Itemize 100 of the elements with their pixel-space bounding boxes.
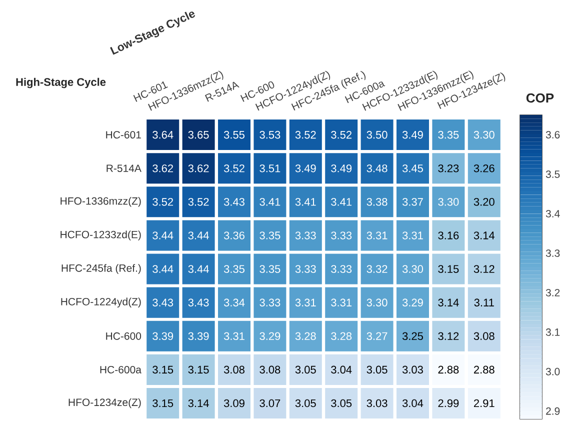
data-label: 3.39 bbox=[188, 332, 209, 340]
data-label: 3.32 bbox=[366, 265, 388, 273]
data-label: 3.30 bbox=[474, 130, 494, 139]
data-label: 3.44 bbox=[188, 232, 209, 240]
data-label: 3.31 bbox=[402, 232, 423, 240]
data-label: 3.30 bbox=[402, 265, 424, 273]
data-label: 3.05 bbox=[295, 399, 316, 408]
data-label: 3.62 bbox=[188, 164, 209, 172]
data-label: 2.91 bbox=[474, 399, 494, 408]
data-label: 3.29 bbox=[402, 298, 423, 306]
data-label: 2.88 bbox=[474, 366, 494, 374]
y-tick-label: HCFO-1233zd(E) bbox=[60, 230, 141, 240]
data-label: 3.35 bbox=[224, 265, 244, 273]
data-label: 3.09 bbox=[224, 399, 244, 408]
data-label: 3.49 bbox=[295, 164, 316, 172]
data-label: 3.50 bbox=[366, 130, 388, 139]
data-label: 3.33 bbox=[260, 298, 280, 306]
data-label: 3.29 bbox=[260, 332, 280, 340]
data-label: 3.55 bbox=[224, 130, 244, 139]
data-label: 3.52 bbox=[152, 198, 174, 206]
data-label: 3.62 bbox=[152, 164, 174, 172]
data-label: 2.88 bbox=[438, 366, 459, 374]
data-label: 3.15 bbox=[152, 399, 174, 408]
data-label: 3.08 bbox=[474, 332, 494, 340]
data-label: 3.35 bbox=[438, 130, 459, 139]
data-label: 3.37 bbox=[402, 198, 423, 206]
data-label: 3.48 bbox=[366, 164, 388, 172]
data-label: 3.43 bbox=[188, 298, 209, 306]
data-label: 3.12 bbox=[438, 332, 459, 340]
data-label: 3.41 bbox=[295, 198, 316, 206]
color-bar-label: 2.9 bbox=[546, 407, 560, 415]
y-tick-label: HFO-1336mzz(Z) bbox=[60, 197, 141, 207]
data-label: 3.15 bbox=[188, 366, 209, 374]
data-label: 3.25 bbox=[402, 332, 423, 340]
data-label: 3.15 bbox=[152, 366, 174, 374]
data-label: 3.49 bbox=[331, 164, 352, 172]
data-label: 3.33 bbox=[331, 232, 352, 240]
data-label: 3.38 bbox=[366, 198, 388, 206]
data-label: 3.52 bbox=[224, 164, 244, 172]
y-tick-label: HCFO-1224yd(Z) bbox=[61, 298, 141, 308]
data-label: 3.28 bbox=[295, 332, 316, 340]
data-label: 3.08 bbox=[260, 366, 280, 374]
data-label: 3.26 bbox=[474, 164, 494, 172]
y-tick-label: HC-600a bbox=[100, 366, 142, 374]
y-tick-label: HFO-1234ze(Z) bbox=[68, 398, 141, 408]
data-label: 3.41 bbox=[331, 198, 352, 206]
data-label: 3.08 bbox=[224, 366, 244, 374]
y-tick-label: HC-600 bbox=[106, 332, 142, 340]
data-label: 3.52 bbox=[331, 130, 352, 139]
data-label: 3.51 bbox=[260, 164, 280, 172]
data-label: 3.04 bbox=[331, 366, 352, 374]
data-label: 3.23 bbox=[438, 164, 459, 172]
data-label: 3.14 bbox=[188, 399, 209, 408]
data-label: 3.04 bbox=[402, 399, 424, 408]
data-label: 3.31 bbox=[366, 232, 388, 240]
data-label: 3.20 bbox=[474, 198, 494, 206]
data-label: 3.33 bbox=[331, 265, 352, 273]
data-label: 3.16 bbox=[438, 232, 459, 240]
data-label: 3.35 bbox=[260, 265, 280, 273]
data-label: 3.31 bbox=[295, 298, 316, 306]
color-bar-label: 3.2 bbox=[546, 288, 560, 296]
y-tick-label: HFC-245fa (Ref.) bbox=[62, 264, 141, 274]
color-bar-label: 3.4 bbox=[546, 210, 560, 218]
data-label: 3.49 bbox=[402, 130, 423, 139]
data-label: 3.28 bbox=[331, 332, 352, 340]
data-label: 3.03 bbox=[366, 399, 388, 408]
data-label: 3.31 bbox=[224, 332, 244, 340]
color-bar-label: 3.1 bbox=[546, 328, 560, 336]
data-label: 3.05 bbox=[331, 399, 352, 408]
data-label: 3.03 bbox=[402, 366, 423, 374]
data-label: 3.35 bbox=[260, 232, 280, 240]
y-tick-label: R-514A bbox=[106, 164, 142, 172]
data-label: 3.44 bbox=[152, 265, 174, 273]
data-label: 3.45 bbox=[402, 164, 423, 172]
data-label: 3.39 bbox=[152, 332, 174, 340]
data-label: 3.05 bbox=[366, 366, 388, 374]
color-bar-label: 3.5 bbox=[546, 170, 560, 178]
data-label: 3.14 bbox=[438, 298, 459, 306]
data-label: 3.43 bbox=[152, 298, 174, 306]
data-label: 3.15 bbox=[438, 265, 459, 273]
data-label: 3.31 bbox=[331, 298, 352, 306]
y-axis-title: High-Stage Cycle bbox=[16, 78, 106, 88]
y-tick-label: HC-601 bbox=[106, 131, 141, 139]
data-label: 3.30 bbox=[438, 198, 459, 206]
data-label: 3.33 bbox=[295, 232, 316, 240]
data-label: 3.52 bbox=[188, 198, 209, 206]
data-label: 3.30 bbox=[366, 298, 388, 306]
data-label: 3.27 bbox=[366, 332, 388, 340]
color-bar-title: COP bbox=[526, 93, 554, 103]
color-bar-label: 3.0 bbox=[546, 368, 560, 376]
data-label: 2.99 bbox=[438, 399, 459, 408]
data-label: 3.41 bbox=[260, 198, 280, 206]
data-label: 3.64 bbox=[152, 130, 174, 139]
data-label: 3.14 bbox=[474, 232, 495, 240]
data-label: 3.07 bbox=[260, 399, 280, 408]
data-label: 3.53 bbox=[260, 130, 280, 139]
data-label: 3.44 bbox=[188, 265, 209, 273]
data-label: 3.05 bbox=[295, 366, 316, 374]
data-label: 3.11 bbox=[474, 298, 494, 306]
color-bar-label: 3.3 bbox=[546, 249, 560, 257]
